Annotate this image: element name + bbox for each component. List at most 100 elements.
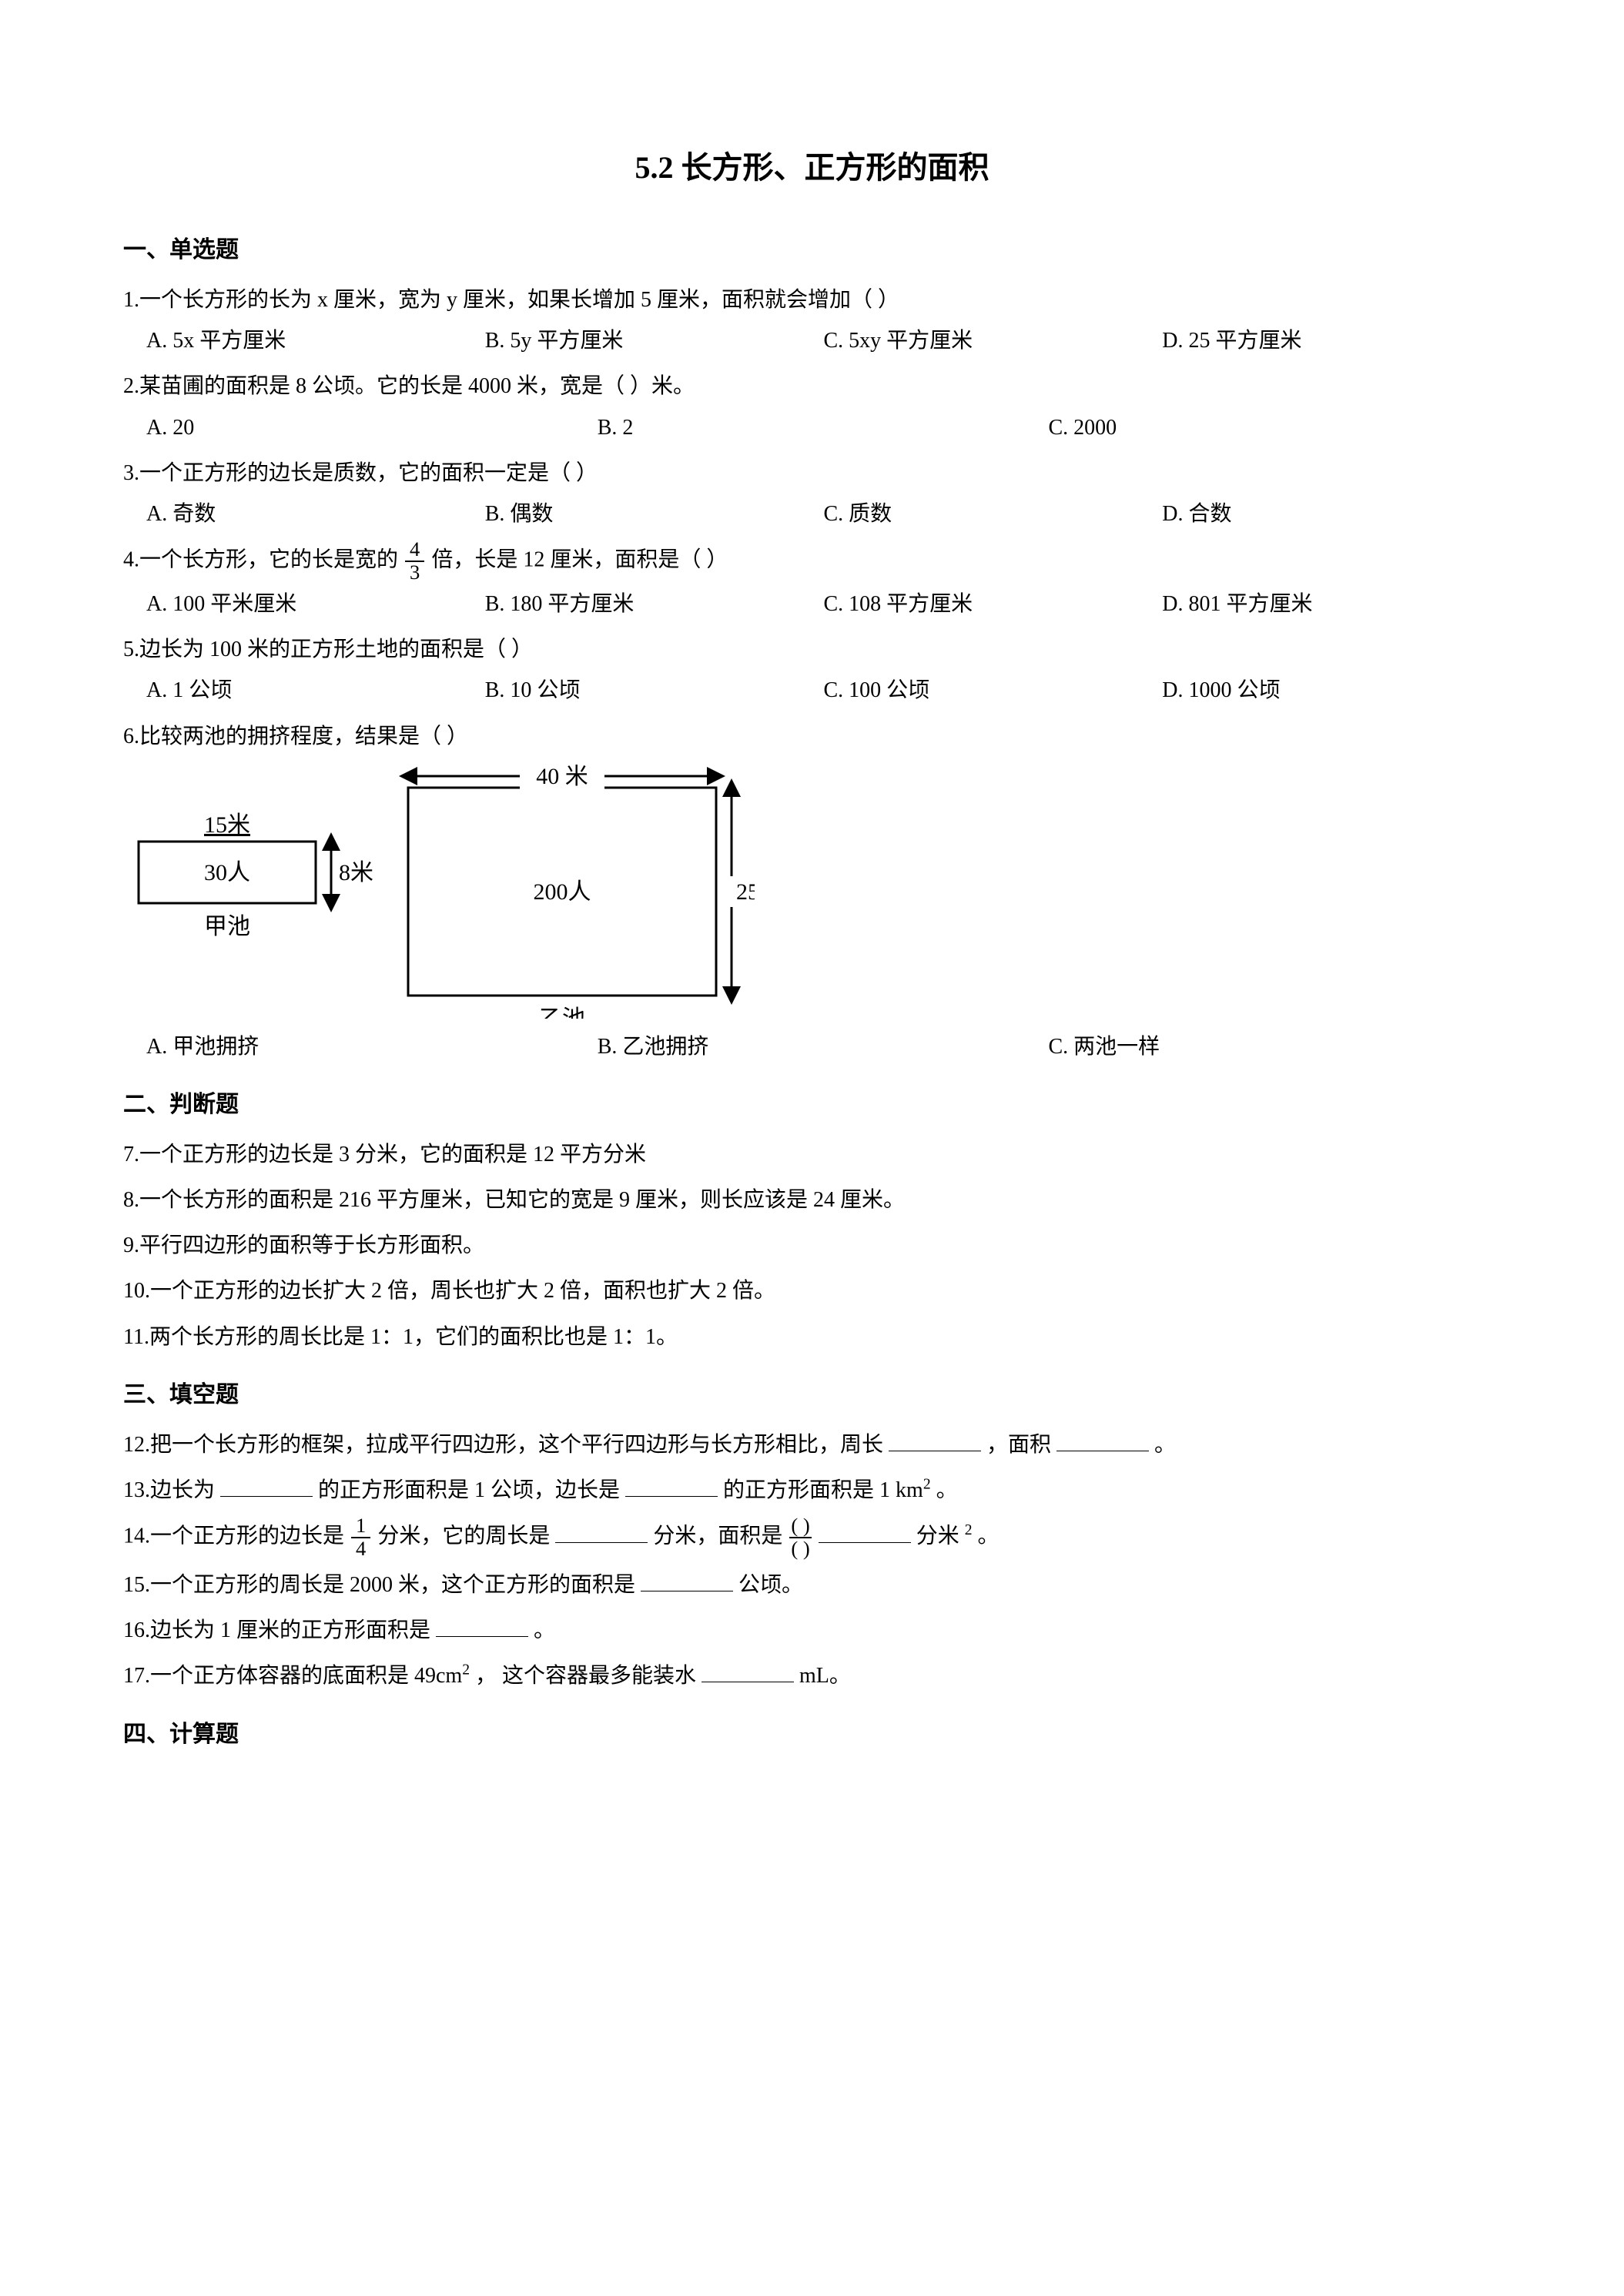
q13-d: 。 — [936, 1478, 958, 1502]
q2-opt-a: A. 20 — [146, 407, 598, 448]
svg-text:200人: 200人 — [534, 879, 591, 905]
q17-b: ， 这个容器最多能装水 — [475, 1664, 696, 1688]
q5-opt-d: D. 1000 公顷 — [1162, 670, 1501, 711]
question-4: 4.一个长方形，它的长是宽的 4 3 倍，长是 12 厘米，面积是（ ） A. … — [123, 539, 1501, 624]
q14-frac1-num: 1 — [351, 1515, 370, 1538]
question-5: 5.边长为 100 米的正方形土地的面积是（ ） A. 1 公顷 B. 10 公… — [123, 629, 1501, 711]
svg-text:甲池: 甲池 — [204, 914, 250, 939]
q14-b: 分米，它的周长是 — [377, 1525, 550, 1548]
q4-stem: 4.一个长方形，它的长是宽的 4 3 倍，长是 12 厘米，面积是（ ） — [123, 539, 1501, 584]
q14-c: 分米，面积是 — [653, 1525, 788, 1548]
q15-b: 公顷。 — [738, 1573, 803, 1597]
q2-opt-b: B. 2 — [598, 407, 1049, 448]
q17-blank — [702, 1659, 794, 1683]
question-9: 9.平行四边形的面积等于长方形面积。 — [123, 1225, 1501, 1266]
q6-opt-a: A. 甲池拥挤 — [146, 1026, 598, 1067]
q13-blank-2 — [625, 1473, 718, 1497]
svg-text:25 米: 25 米 — [736, 879, 755, 905]
q14-sup: 2 — [965, 1522, 973, 1538]
q12-blank-1 — [889, 1427, 981, 1451]
q13-sup: 2 — [923, 1477, 931, 1493]
pools-diagram-svg: 15米 30人甲池 8米 40 米 200人乙池 25 米 — [123, 765, 755, 1019]
svg-text:15米: 15米 — [204, 812, 250, 838]
q14-blank-2 — [819, 1519, 911, 1543]
svg-text:40 米: 40 米 — [536, 765, 588, 789]
q5-opt-a: A. 1 公顷 — [146, 670, 485, 711]
q6-diagram: 15米 30人甲池 8米 40 米 200人乙池 25 米 — [123, 765, 1501, 1019]
q17-sup1: 2 — [462, 1662, 470, 1678]
q14-frac2-den: ( ) — [789, 1538, 811, 1560]
q5-stem: 5.边长为 100 米的正方形土地的面积是（ ） — [123, 629, 1501, 670]
q9-stem: 9.平行四边形的面积等于长方形面积。 — [123, 1225, 1501, 1266]
question-8: 8.一个长方形的面积是 216 平方厘米，已知它的宽是 9 厘米，则长应该是 2… — [123, 1180, 1501, 1220]
q16-blank — [436, 1613, 528, 1637]
question-6: 6.比较两池的拥挤程度，结果是（ ） 15米 30人甲池 8米 40 米 200人乙池 2… — [123, 716, 1501, 1067]
q3-opt-b: B. 偶数 — [485, 494, 824, 534]
q3-options: A. 奇数 B. 偶数 C. 质数 D. 合数 — [123, 494, 1501, 534]
q1-stem: 1.一个长方形的长为 x 厘米，宽为 y 厘米，如果长增加 5 厘米，面积就会增… — [123, 279, 1501, 320]
section-3-header: 三、填空题 — [123, 1373, 1501, 1417]
q13-blank-1 — [220, 1473, 313, 1497]
q17-a: 17.一个正方体容器的底面积是 49cm — [123, 1664, 462, 1688]
q14-frac1-den: 4 — [351, 1538, 370, 1560]
svg-text:8米: 8米 — [339, 860, 373, 885]
q2-stem: 2.某苗圃的面积是 8 公顷。它的长是 4000 米，宽是（ ）米。 — [123, 366, 1501, 407]
q4-opt-b: B. 180 平方厘米 — [485, 584, 824, 624]
q4-options: A. 100 平米厘米 B. 180 平方厘米 C. 108 平方厘米 D. 8… — [123, 584, 1501, 624]
q5-opt-b: B. 10 公顷 — [485, 670, 824, 711]
q4-frac-den: 3 — [405, 562, 424, 584]
q12-c: 。 — [1154, 1433, 1176, 1457]
q7-stem: 7.一个正方形的边长是 3 分米，它的面积是 12 平方分米 — [123, 1134, 1501, 1175]
q12-a: 12.把一个长方形的框架，拉成平行四边形，这个平行四边形与长方形相比，周长 — [123, 1433, 883, 1457]
svg-text:乙池: 乙池 — [539, 1006, 585, 1019]
q13-c: 的正方形面积是 1 km — [723, 1478, 923, 1502]
q10-stem: 10.一个正方形的边长扩大 2 倍，周长也扩大 2 倍，面积也扩大 2 倍。 — [123, 1270, 1501, 1311]
q4-stem-a: 4.一个长方形，它的长是宽的 — [123, 547, 403, 571]
section-2-header: 二、判断题 — [123, 1083, 1501, 1126]
question-1: 1.一个长方形的长为 x 厘米，宽为 y 厘米，如果长增加 5 厘米，面积就会增… — [123, 279, 1501, 361]
q4-opt-d: D. 801 平方厘米 — [1162, 584, 1501, 624]
svg-text:30人: 30人 — [204, 860, 250, 885]
q4-frac-num: 4 — [405, 539, 424, 562]
q4-opt-c: C. 108 平方厘米 — [824, 584, 1163, 624]
q6-opt-b: B. 乙池拥挤 — [598, 1026, 1049, 1067]
q8-stem: 8.一个长方形的面积是 216 平方厘米，已知它的宽是 9 厘米，则长应该是 2… — [123, 1180, 1501, 1220]
question-10: 10.一个正方形的边长扩大 2 倍，周长也扩大 2 倍，面积也扩大 2 倍。 — [123, 1270, 1501, 1311]
question-17: 17.一个正方体容器的底面积是 49cm2 ， 这个容器最多能装水 mL。 — [123, 1655, 1501, 1696]
q14-blank-1 — [555, 1519, 648, 1543]
q4-opt-a: A. 100 平米厘米 — [146, 584, 485, 624]
question-2: 2.某苗圃的面积是 8 公顷。它的长是 4000 米，宽是（ ）米。 A. 20… — [123, 366, 1501, 447]
question-11: 11.两个长方形的周长比是 1：1，它们的面积比也是 1：1。 — [123, 1317, 1501, 1357]
q3-opt-a: A. 奇数 — [146, 494, 485, 534]
q6-opt-c: C. 两池一样 — [1048, 1026, 1499, 1067]
q12-b: ，面积 — [986, 1433, 1051, 1457]
q16-a: 16.边长为 1 厘米的正方形面积是 — [123, 1618, 430, 1642]
q11-stem: 11.两个长方形的周长比是 1：1，它们的面积比也是 1：1。 — [123, 1317, 1501, 1357]
question-13: 13.边长为 的正方形面积是 1 公顷，边长是 的正方形面积是 1 km2 。 — [123, 1470, 1501, 1511]
q13-a: 13.边长为 — [123, 1478, 215, 1502]
q16-b: 。 — [534, 1618, 555, 1642]
q14-e: 。 — [978, 1525, 1000, 1548]
q13-b: 的正方形面积是 1 公顷，边长是 — [318, 1478, 620, 1502]
q1-opt-d: D. 25 平方厘米 — [1162, 320, 1501, 361]
q14-d: 分米 — [916, 1525, 965, 1548]
q6-options: A. 甲池拥挤 B. 乙池拥挤 C. 两池一样 — [123, 1026, 1501, 1067]
q3-stem: 3.一个正方形的边长是质数，它的面积一定是（ ） — [123, 453, 1501, 494]
question-15: 15.一个正方形的周长是 2000 米，这个正方形的面积是 公顷。 — [123, 1565, 1501, 1605]
q15-blank — [641, 1568, 733, 1591]
q2-opt-c: C. 2000 — [1048, 407, 1499, 448]
q14-fraction-1: 1 4 — [351, 1515, 370, 1560]
q3-opt-c: C. 质数 — [824, 494, 1163, 534]
q5-options: A. 1 公顷 B. 10 公顷 C. 100 公顷 D. 1000 公顷 — [123, 670, 1501, 711]
section-1-header: 一、单选题 — [123, 228, 1501, 272]
question-16: 16.边长为 1 厘米的正方形面积是 。 — [123, 1610, 1501, 1651]
question-3: 3.一个正方形的边长是质数，它的面积一定是（ ） A. 奇数 B. 偶数 C. … — [123, 453, 1501, 534]
question-7: 7.一个正方形的边长是 3 分米，它的面积是 12 平方分米 — [123, 1134, 1501, 1175]
section-4-header: 四、计算题 — [123, 1712, 1501, 1756]
q17-c: mL。 — [799, 1664, 851, 1688]
q14-frac2-num: ( ) — [789, 1515, 811, 1538]
q12-blank-2 — [1056, 1427, 1149, 1451]
q6-stem: 6.比较两池的拥挤程度，结果是（ ） — [123, 716, 1501, 757]
q14-fraction-2: ( ) ( ) — [789, 1515, 811, 1560]
q4-fraction: 4 3 — [405, 539, 424, 584]
